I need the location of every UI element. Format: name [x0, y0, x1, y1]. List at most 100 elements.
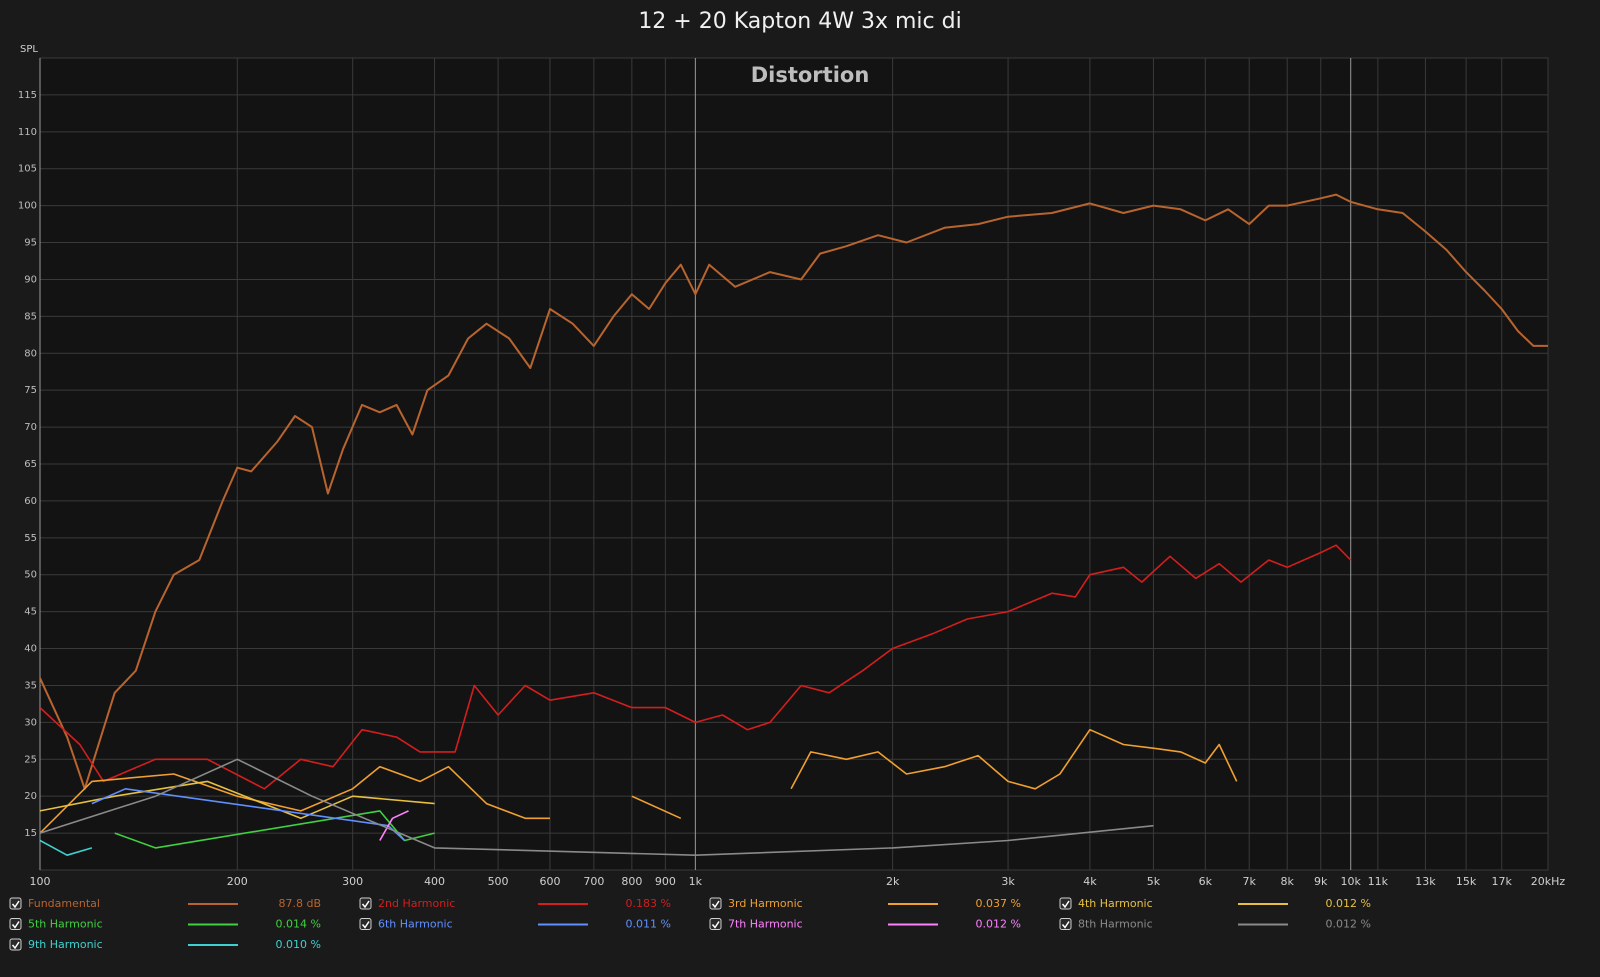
legend-label: 6th Harmonic: [378, 918, 453, 931]
y-tick-label: 110: [18, 127, 37, 138]
legend-check: [11, 941, 20, 950]
series-line: [40, 758, 1154, 856]
legend-checkbox[interactable]: [9, 897, 22, 910]
legend-check: [11, 921, 20, 929]
chart-title: 12 + 20 Kapton 4W 3x mic di: [638, 9, 961, 34]
y-tick-label: 45: [24, 607, 37, 618]
legend-checkbox[interactable]: [359, 897, 372, 910]
legend-checkbox[interactable]: [709, 897, 722, 910]
x-tick-label: 200: [227, 875, 248, 888]
legend-check: [361, 900, 370, 909]
x-tick-label: 9k: [1314, 875, 1328, 888]
y-tick-label: 70: [24, 422, 37, 433]
legend-label: 7th Harmonic: [728, 918, 803, 931]
y-tick-label: 35: [24, 680, 37, 691]
y-tick-label: 65: [24, 459, 37, 470]
x-tick-label: 900: [655, 875, 676, 888]
y-axis-label: SPL: [20, 44, 38, 55]
legend-item: Fundamental 87.8 dB: [9, 897, 321, 910]
x-tick-label: 10k: [1341, 875, 1362, 888]
series-lines: [40, 193, 1548, 856]
legend-check: [1061, 921, 1070, 929]
y-tick-label: 50: [24, 570, 37, 581]
series-line: [114, 810, 435, 849]
x-tick-label: 300: [342, 875, 363, 888]
y-tick-label: 25: [24, 754, 37, 765]
legend-item: 8th Harmonic 0.012 %: [1059, 918, 1371, 931]
series-line: [40, 728, 1238, 834]
series-line: [379, 810, 409, 841]
series-line: [91, 788, 406, 842]
chart-subtitle: Distortion: [751, 63, 870, 87]
x-tick-label: 100: [30, 875, 51, 888]
series-line: [40, 839, 93, 856]
legend-checkbox[interactable]: [9, 918, 22, 930]
x-tick-label: 600: [539, 875, 560, 888]
series-line: [40, 193, 1548, 790]
y-tick-label: 105: [18, 164, 37, 175]
x-tick-label: 8k: [1281, 875, 1295, 888]
legend-check: [711, 921, 720, 929]
legend-checkbox[interactable]: [359, 918, 372, 930]
x-tick-label: 3k: [1001, 875, 1015, 888]
legend-check: [361, 921, 370, 929]
legend-reading: 0.037 %: [976, 897, 1021, 910]
x-tick-label: 700: [583, 875, 604, 888]
x-tick-label: 13k: [1415, 875, 1436, 888]
legend-item: 6th Harmonic 0.011 %: [359, 918, 671, 931]
y-tick-label: 100: [18, 201, 37, 212]
legend-reading: 87.8 dB: [278, 897, 321, 910]
y-tick-label: 20: [24, 791, 37, 802]
legend-reading: 0.183 %: [626, 897, 671, 910]
legend-reading: 0.014 %: [276, 918, 321, 931]
legend-label: 9th Harmonic: [28, 938, 103, 951]
grid: 15 20 25 30 35 40 45 50 55 60 65 70 75 80 85 90 95 100 105…: [18, 58, 1566, 888]
legend-check: [711, 900, 720, 909]
legend-reading: 0.012 %: [976, 918, 1021, 931]
x-tick-label: 7k: [1243, 875, 1257, 888]
x-tick-label: 4k: [1083, 875, 1097, 888]
legend-label: 3rd Harmonic: [728, 897, 803, 910]
series-line: [40, 544, 1352, 790]
legend-label: Fundamental: [28, 897, 100, 910]
legend-checkbox[interactable]: [709, 918, 722, 930]
legend-label: 4th Harmonic: [1078, 897, 1153, 910]
y-tick-label: 115: [18, 90, 37, 101]
x-tick-label: 800: [621, 875, 642, 888]
y-tick-label: 30: [24, 717, 37, 728]
y-tick-label: 80: [24, 348, 37, 359]
x-tick-label: 500: [488, 875, 509, 888]
x-tick-label: 17k: [1492, 875, 1513, 888]
y-tick-label: 60: [24, 496, 37, 507]
legend-item: 4th Harmonic 0.012 %: [1059, 897, 1371, 910]
legend-label: 5th Harmonic: [28, 918, 103, 931]
legend-check: [1061, 900, 1070, 909]
legend-check: [11, 900, 20, 909]
x-tick-label: 1k: [689, 875, 703, 888]
legend-reading: 0.010 %: [276, 938, 321, 951]
legend-item: 2nd Harmonic 0.183 %: [359, 897, 671, 910]
legend-reading: 0.011 %: [626, 918, 671, 931]
x-tick-label: 400: [424, 875, 445, 888]
legend: Fundamental 87.8 dB 2nd Harmonic 0.183 % 3rd…: [9, 897, 1371, 951]
y-tick-label: 95: [24, 238, 37, 249]
y-tick-label: 40: [24, 644, 37, 655]
x-tick-label: 5k: [1147, 875, 1161, 888]
legend-checkbox[interactable]: [1059, 897, 1072, 910]
legend-item: 9th Harmonic 0.010 %: [9, 938, 321, 951]
y-tick-label: 85: [24, 311, 37, 322]
x-tick-label: 2k: [886, 875, 900, 888]
y-tick-label: 75: [24, 385, 37, 396]
x-tick-label: 20kHz: [1531, 875, 1566, 888]
legend-checkbox[interactable]: [9, 938, 22, 951]
x-tick-label: 11k: [1368, 875, 1389, 888]
legend-label: 2nd Harmonic: [378, 897, 455, 910]
legend-checkbox[interactable]: [1059, 918, 1072, 930]
y-tick-label: 55: [24, 533, 37, 544]
x-tick-label: 6k: [1199, 875, 1213, 888]
y-tick-label: 15: [24, 828, 37, 839]
legend-item: 3rd Harmonic 0.037 %: [709, 897, 1021, 910]
y-tick-label: 90: [24, 274, 37, 285]
